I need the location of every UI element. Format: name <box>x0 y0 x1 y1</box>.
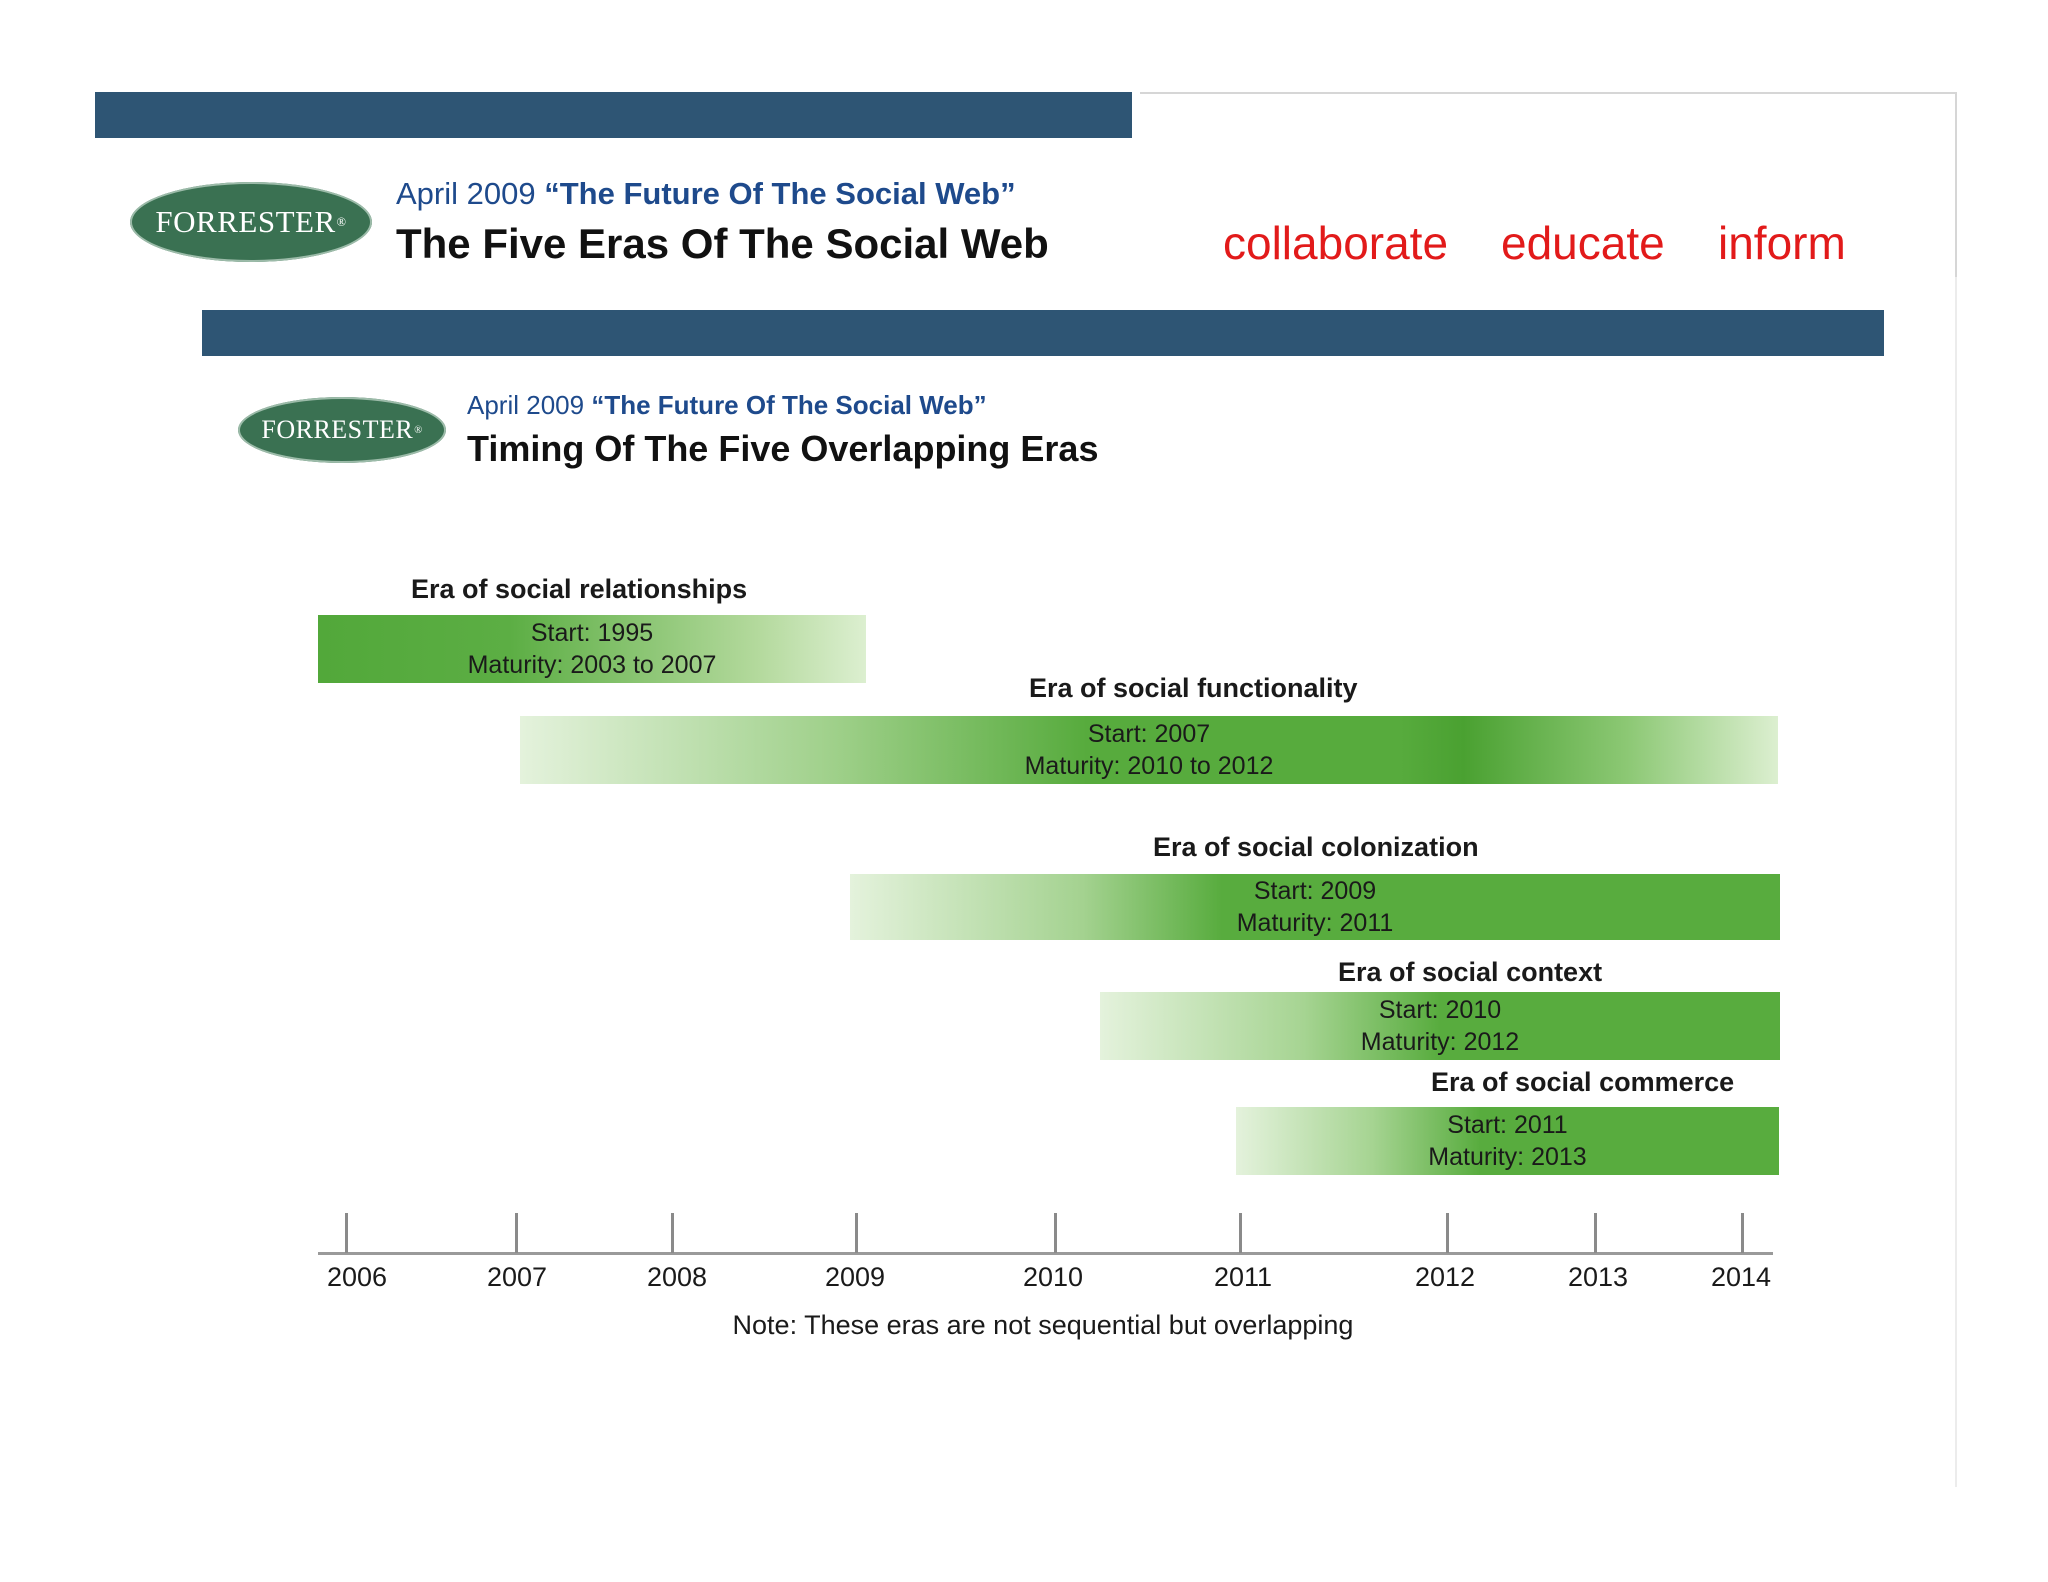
era-start: Start: 1995 <box>530 619 654 647</box>
era-start: Start: 2011 <box>1447 1111 1568 1139</box>
keyword-inform: inform <box>1718 217 1846 269</box>
subtitle-report: “The Future Of The Social Web” <box>591 390 987 420</box>
subtitle-report: “The Future Of The Social Web” <box>544 176 1016 211</box>
era-maturity: Maturity: 2003 to 2007 <box>467 651 717 679</box>
axis-tick <box>1054 1213 1057 1253</box>
era-bar: Start: 2010 Maturity: 2012 <box>1100 992 1780 1060</box>
timeline-note: Note: These eras are not sequential but … <box>732 1310 1354 1340</box>
axis-tick <box>1446 1213 1449 1253</box>
axis-tick <box>345 1213 348 1253</box>
header-bar <box>95 92 1132 138</box>
axis-tick-label: 2014 <box>1710 1262 1772 1292</box>
axis-tick <box>1594 1213 1597 1253</box>
inner-header-bar <box>202 310 1884 356</box>
registered-mark: ® <box>414 424 423 436</box>
axis-tick <box>855 1213 858 1253</box>
era-label: Era of social commerce <box>1431 1067 1735 1097</box>
axis-tick <box>515 1213 518 1253</box>
axis-tick <box>1741 1213 1744 1253</box>
axis-tick-label: 2013 <box>1567 1262 1629 1292</box>
axis-tick-label: 2006 <box>326 1262 388 1292</box>
era-maturity: Maturity: 2013 <box>1428 1143 1587 1171</box>
era-maturity: Maturity: 2010 to 2012 <box>1024 752 1274 780</box>
era-label: Era of social relationships <box>411 574 748 604</box>
slide-frame <box>1140 92 1957 277</box>
logo-text: FORRESTER <box>261 415 414 444</box>
era-start: Start: 2007 <box>1087 720 1211 748</box>
era-bar: Start: 2007 Maturity: 2010 to 2012 <box>520 716 1778 784</box>
axis-tick <box>671 1213 674 1253</box>
forrester-logo-inner: FORRESTER ® <box>238 397 446 463</box>
keyword-educate: educate <box>1501 217 1665 269</box>
timeline-axis <box>318 1252 1773 1255</box>
registered-mark: ® <box>336 214 347 229</box>
era-maturity: Maturity: 2011 <box>1236 909 1394 937</box>
slide-border <box>1955 277 1957 1487</box>
slide-title: The Five Eras Of The Social Web <box>396 220 1049 267</box>
axis-tick-label: 2007 <box>486 1262 548 1292</box>
inner-title: Timing Of The Five Overlapping Eras <box>467 428 1099 469</box>
keyword-collaborate: collaborate <box>1223 217 1449 269</box>
era-maturity: Maturity: 2012 <box>1360 1028 1520 1056</box>
inner-subtitle: April 2009 “The Future Of The Social Web… <box>467 390 987 421</box>
subtitle-date: April 2009 <box>396 176 536 211</box>
era-start: Start: 2010 <box>1378 996 1502 1024</box>
axis-tick-label: 2008 <box>646 1262 708 1292</box>
axis-tick-label: 2009 <box>824 1262 886 1292</box>
era-label: Era of social functionality <box>1029 673 1358 703</box>
era-label: Era of social context <box>1338 957 1603 987</box>
axis-tick-label: 2010 <box>1022 1262 1084 1292</box>
era-start: Start: 2009 <box>1253 877 1377 905</box>
era-bar: Start: 2011 Maturity: 2013 <box>1236 1107 1779 1175</box>
logo-text: FORRESTER <box>155 204 336 239</box>
era-bar: Start: 2009 Maturity: 2011 <box>850 874 1780 940</box>
axis-tick-label: 2012 <box>1414 1262 1476 1292</box>
slide-subtitle: April 2009 “The Future Of The Social Web… <box>396 176 1016 212</box>
axis-tick <box>1239 1213 1242 1253</box>
subtitle-date: April 2009 <box>467 390 585 420</box>
era-label: Era of social colonization <box>1153 832 1479 862</box>
forrester-logo: FORRESTER ® <box>130 182 372 262</box>
axis-tick-label: 2011 <box>1213 1262 1273 1292</box>
era-bar: Start: 1995 Maturity: 2003 to 2007 <box>318 615 866 683</box>
